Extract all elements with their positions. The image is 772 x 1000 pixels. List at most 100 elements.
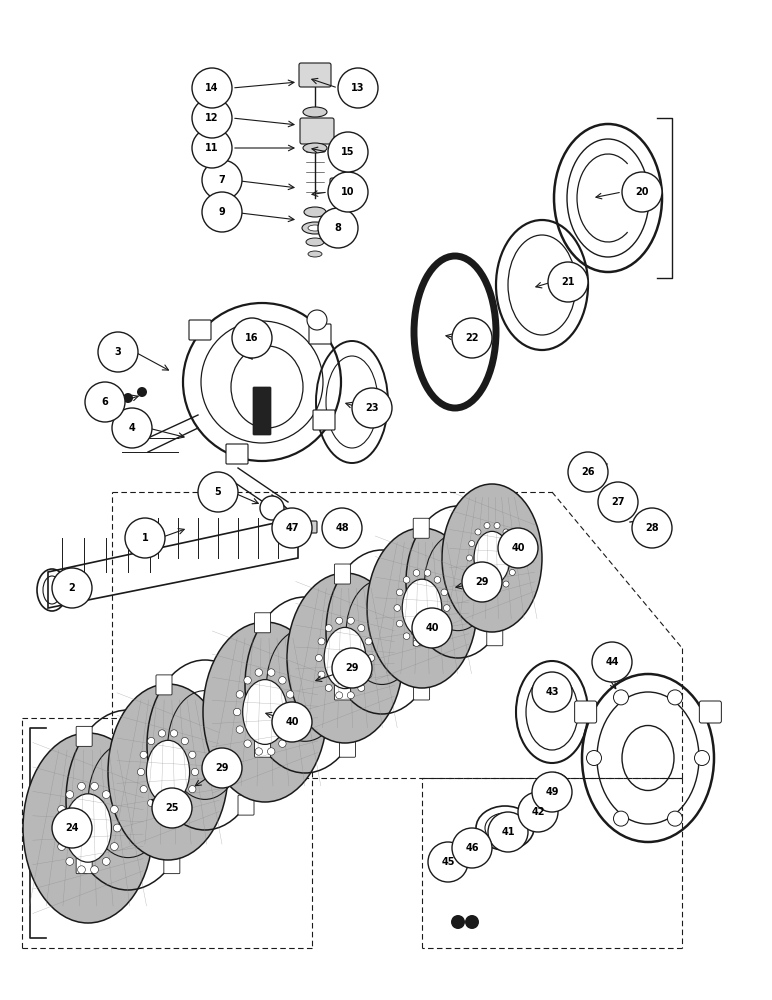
Circle shape xyxy=(396,620,403,627)
Ellipse shape xyxy=(461,843,476,853)
Text: 11: 11 xyxy=(205,143,218,153)
Circle shape xyxy=(90,782,98,790)
Circle shape xyxy=(532,772,572,812)
Circle shape xyxy=(484,523,490,529)
FancyBboxPatch shape xyxy=(226,444,248,464)
Circle shape xyxy=(394,605,401,611)
Circle shape xyxy=(338,68,378,108)
Circle shape xyxy=(465,915,479,929)
Circle shape xyxy=(272,508,312,548)
Circle shape xyxy=(267,748,275,755)
FancyBboxPatch shape xyxy=(574,701,597,723)
Circle shape xyxy=(58,843,66,850)
Circle shape xyxy=(236,691,244,698)
FancyBboxPatch shape xyxy=(330,178,358,200)
Circle shape xyxy=(532,672,572,712)
Circle shape xyxy=(55,824,63,832)
Circle shape xyxy=(140,751,147,758)
Circle shape xyxy=(424,640,431,646)
Circle shape xyxy=(158,730,165,737)
Circle shape xyxy=(352,388,392,428)
Circle shape xyxy=(469,541,475,547)
Circle shape xyxy=(614,811,628,826)
Circle shape xyxy=(365,638,372,645)
FancyBboxPatch shape xyxy=(699,701,721,723)
Circle shape xyxy=(357,625,364,632)
FancyBboxPatch shape xyxy=(340,737,355,757)
Circle shape xyxy=(191,768,198,776)
Text: 10: 10 xyxy=(341,187,355,197)
Text: 27: 27 xyxy=(611,497,625,507)
Circle shape xyxy=(347,617,354,624)
Circle shape xyxy=(484,587,490,593)
Text: 47: 47 xyxy=(285,523,299,533)
Circle shape xyxy=(255,748,262,755)
FancyBboxPatch shape xyxy=(313,410,335,430)
Circle shape xyxy=(147,799,154,807)
Circle shape xyxy=(668,690,682,705)
Circle shape xyxy=(198,472,238,512)
Ellipse shape xyxy=(328,513,348,523)
Circle shape xyxy=(188,751,196,758)
Text: 15: 15 xyxy=(341,147,355,157)
Circle shape xyxy=(85,382,125,422)
Circle shape xyxy=(318,671,325,678)
Circle shape xyxy=(548,262,588,302)
Ellipse shape xyxy=(402,579,442,637)
Text: 23: 23 xyxy=(365,403,379,413)
Text: 6: 6 xyxy=(102,397,108,407)
Circle shape xyxy=(632,508,672,548)
Circle shape xyxy=(441,620,448,627)
Text: 29: 29 xyxy=(476,577,489,587)
Text: 5: 5 xyxy=(215,487,222,497)
Circle shape xyxy=(316,655,323,661)
Text: 29: 29 xyxy=(345,663,359,673)
Circle shape xyxy=(488,812,528,852)
Ellipse shape xyxy=(203,622,327,802)
Ellipse shape xyxy=(303,143,327,153)
Circle shape xyxy=(52,808,92,848)
Circle shape xyxy=(367,655,374,661)
Ellipse shape xyxy=(324,627,366,689)
FancyBboxPatch shape xyxy=(238,795,254,815)
Circle shape xyxy=(192,128,232,168)
Circle shape xyxy=(137,768,144,776)
FancyBboxPatch shape xyxy=(487,518,503,538)
Circle shape xyxy=(279,740,286,747)
Ellipse shape xyxy=(147,740,190,804)
Circle shape xyxy=(510,541,515,547)
FancyBboxPatch shape xyxy=(299,63,331,87)
Circle shape xyxy=(451,915,465,929)
Circle shape xyxy=(434,577,441,583)
Circle shape xyxy=(469,569,475,575)
Circle shape xyxy=(452,828,492,868)
Circle shape xyxy=(255,669,262,676)
FancyBboxPatch shape xyxy=(414,564,429,584)
Circle shape xyxy=(498,528,538,568)
Circle shape xyxy=(147,737,154,745)
Circle shape xyxy=(614,690,628,705)
FancyBboxPatch shape xyxy=(189,320,211,340)
Circle shape xyxy=(103,791,110,798)
Ellipse shape xyxy=(303,107,327,117)
Circle shape xyxy=(318,638,325,645)
Circle shape xyxy=(494,587,500,593)
Text: 43: 43 xyxy=(545,687,559,697)
Circle shape xyxy=(286,691,294,698)
FancyBboxPatch shape xyxy=(334,680,350,700)
FancyBboxPatch shape xyxy=(334,564,350,584)
FancyBboxPatch shape xyxy=(487,626,503,646)
FancyBboxPatch shape xyxy=(76,854,92,874)
Circle shape xyxy=(357,684,364,691)
FancyBboxPatch shape xyxy=(164,854,180,874)
Circle shape xyxy=(158,807,165,814)
Circle shape xyxy=(110,806,118,813)
Circle shape xyxy=(98,332,138,372)
Text: 9: 9 xyxy=(218,207,225,217)
Circle shape xyxy=(123,393,133,403)
Circle shape xyxy=(434,633,441,639)
Circle shape xyxy=(290,708,296,716)
Circle shape xyxy=(365,671,372,678)
Circle shape xyxy=(171,730,178,737)
Circle shape xyxy=(503,529,509,535)
